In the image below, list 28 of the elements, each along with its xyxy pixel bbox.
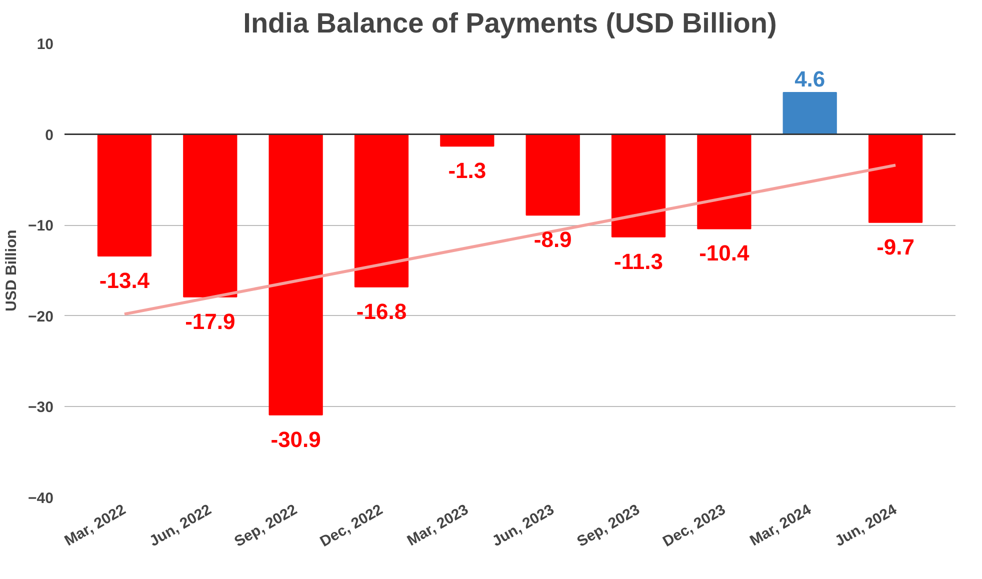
chart-title: India Balance of Payments (USD Billion) [243, 8, 777, 38]
data-label: -1.3 [448, 158, 486, 184]
x-tick-label: Mar, 2024 [747, 500, 815, 550]
y-tick-label: −40 [28, 490, 54, 507]
data-label: -30.9 [270, 426, 321, 452]
data-label: -11.3 [614, 248, 663, 274]
x-tick-label: Jun, 2022 [146, 501, 214, 550]
data-label: -10.4 [699, 240, 750, 266]
data-label: -8.9 [534, 227, 572, 252]
x-tick-label: Jun, 2024 [832, 500, 900, 550]
x-tick-label: Dec, 2023 [660, 501, 728, 550]
x-tick-label: Mar, 2022 [62, 501, 129, 550]
data-label: -13.4 [99, 268, 150, 293]
x-tick-label: Jun, 2023 [489, 501, 558, 550]
data-label: -9.7 [876, 234, 914, 260]
y-tick-label: −10 [28, 218, 54, 235]
y-tick-label: 10 [36, 36, 54, 53]
y-axis-title: USD Billion [3, 230, 20, 312]
x-tick-label: Mar, 2023 [404, 501, 472, 550]
data-label: -17.9 [185, 308, 236, 334]
data-label: 4.6 [794, 66, 826, 92]
x-tick-label: Dec, 2022 [317, 501, 386, 550]
x-tick-label: Sep, 2023 [574, 501, 643, 550]
data-label: -16.8 [356, 298, 407, 324]
y-tick-label: −30 [28, 399, 54, 416]
x-tick-label: Sep, 2022 [232, 501, 300, 550]
y-tick-label: 0 [45, 126, 54, 144]
y-tick-label: −20 [28, 308, 54, 326]
